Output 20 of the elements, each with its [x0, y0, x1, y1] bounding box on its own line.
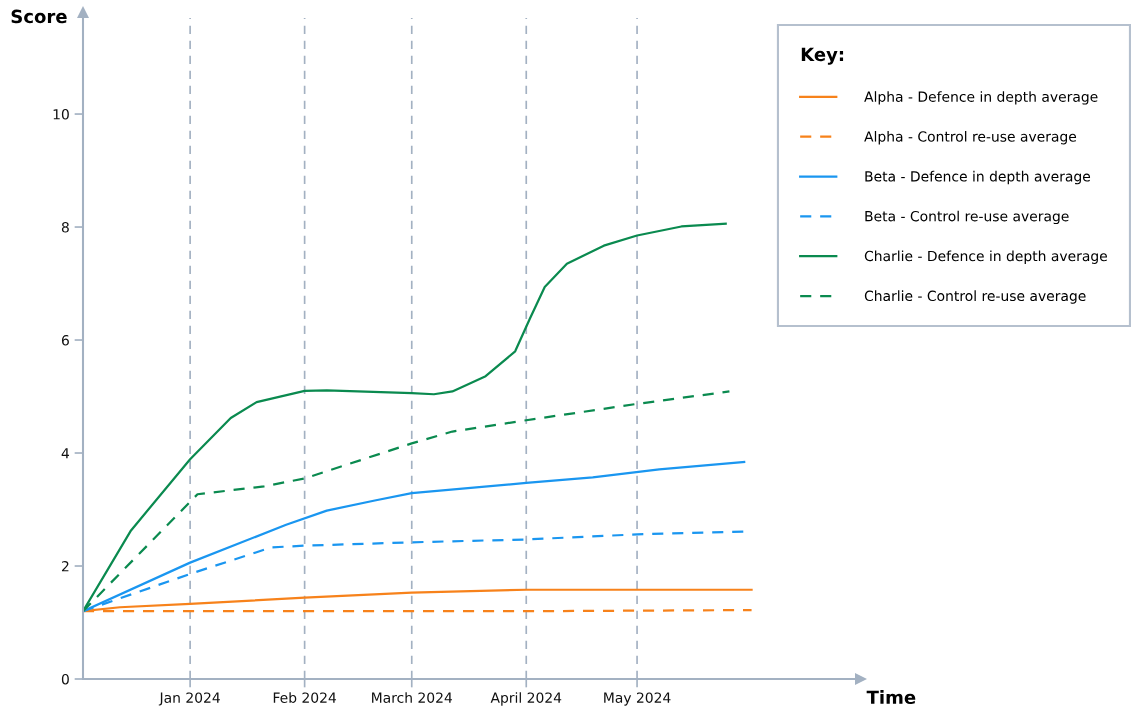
y-tick-label: 0: [61, 673, 69, 685]
legend-label: Alpha - Control re-use average: [864, 131, 1077, 145]
x-axis-title: Time: [866, 690, 916, 705]
y-tick-label: 6: [61, 334, 69, 346]
y-tick-label: 4: [61, 448, 70, 459]
x-tick-label: April 2024: [490, 692, 562, 706]
y-tick-label: 8: [61, 222, 69, 233]
legend-label: Charlie - Defence in depth average: [864, 250, 1107, 264]
x-tick-label: Feb 2024: [273, 692, 337, 703]
y-tick-label: 10: [53, 109, 69, 120]
x-tick-label: Jan 2024: [158, 692, 220, 706]
y-axis-title: Score: [11, 9, 67, 24]
x-tick-label: May 2024: [604, 692, 671, 706]
legend-label: Alpha - Defence in depth average: [864, 91, 1098, 105]
x-tick-label: March 2024: [372, 692, 453, 703]
y-tick-label: 2: [61, 560, 69, 572]
legend-title: Key:: [801, 47, 844, 65]
legend-label: Beta - Control re-use average: [865, 210, 1069, 225]
legend-label: Charlie - Control re-use average: [864, 290, 1086, 304]
legend-label: Beta - Defence in depth average: [865, 170, 1091, 185]
